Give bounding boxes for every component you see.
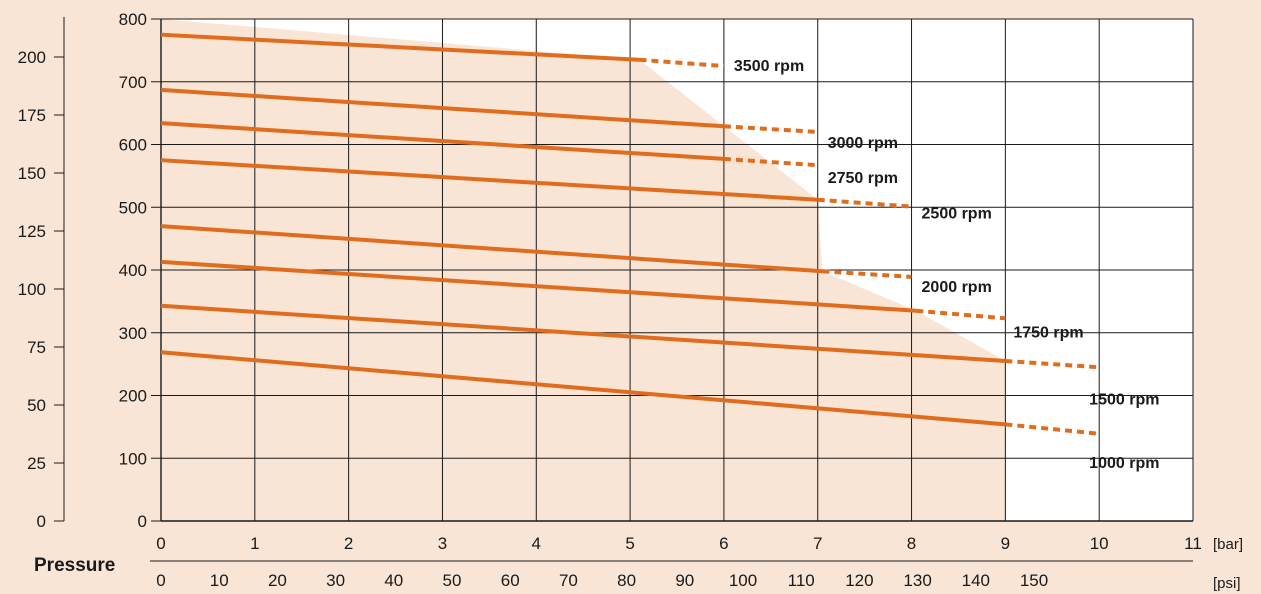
x-psi-tick-label: 110 [788,571,815,590]
y-axis-secondary: 0 25 50 75 100 125 150 175 200 [18,17,65,531]
curve-dashed-2500-rpm [817,197,912,209]
x-psi-tick-label: 150 [1020,571,1048,590]
curve-dashed-1750-rpm [916,308,1006,321]
y-tick-label: 0 [138,512,147,531]
x-psi-tick-label: 130 [903,571,931,590]
x-psi-tick-label: 60 [501,571,520,590]
curve-solid-1000-rpm [160,350,1006,427]
x-psi-tick-label: 50 [443,571,462,590]
y-axis-primary: 0 100 200 300 400 500 600 700 800 [119,10,161,531]
rpm-labels: 3500 rpm 3000 rpm 2750 rpm 2500 rpm 2000 rpm… [734,58,1160,472]
y-tick-label: 700 [119,73,147,92]
x-psi-tick-label: 30 [326,571,345,590]
y2-tick-label: 175 [18,106,46,125]
x-psi-tick-label: 90 [675,571,694,590]
x-psi-tick-label: 70 [559,571,578,590]
x-psi-tick-label: 40 [384,571,403,590]
curve-solid-3000-rpm [160,87,725,129]
x-bar-tick-label: 8 [907,534,916,553]
x-axis-title: Pressure [34,555,115,576]
x-unit-psi: [psi] [1213,575,1241,592]
x-bar-tick-label: 2 [344,534,353,553]
curve-dashed-1500-rpm [1005,358,1100,370]
x-psi-tick-label: 0 [156,571,165,590]
x-bar-tick-label: 6 [719,534,728,553]
y-tick-label: 400 [119,261,147,280]
y2-tick-label: 50 [27,396,46,415]
curve-dashed-1000-rpm [1005,422,1100,436]
series-label-3000-rpm: 3000 rpm [828,135,898,152]
x-bar-tick-label: 4 [532,534,541,553]
curve-solid-2750-rpm [160,121,725,161]
x-bar-tick-label: 10 [1090,534,1109,553]
y2-tick-label: 0 [37,512,46,531]
x-bar-tick-label: 9 [1001,534,1010,553]
y2-tick-label: 75 [27,338,46,357]
x-psi-tick-label: 140 [962,571,990,590]
curve-dashed-3000-rpm [723,124,818,134]
y-tick-label: 600 [119,136,147,155]
x-psi-tick-label: 80 [617,571,636,590]
y-tick-label: 500 [119,198,147,217]
x-psi-tick-label: 10 [210,571,229,590]
rpm-curves [160,32,1100,436]
curve-solid-1500-rpm [160,303,1006,363]
curve-dashed-2000-rpm [822,269,912,279]
series-label-2750-rpm: 2750 rpm [828,170,898,187]
curve-solid-1750-rpm [160,259,917,313]
curve-solid-3500-rpm [160,32,640,62]
y-tick-label: 100 [119,449,147,468]
x-bar-tick-label: 11 [1184,534,1202,553]
series-label-3500-rpm: 3500 rpm [734,58,804,75]
x-unit-bar: [bar] [1213,536,1243,553]
y2-tick-label: 125 [18,222,46,241]
curve-dashed-2750-rpm [723,156,818,168]
y-tick-label: 300 [119,324,147,343]
grid-lines [160,18,1194,522]
curve-solid-2500-rpm [160,158,818,202]
y-tick-label: 800 [119,10,147,29]
y2-tick-label: 25 [27,454,46,473]
y2-tick-label: 200 [18,48,46,67]
x-bar-tick-label: 7 [813,534,822,553]
y2-tick-label: 100 [18,280,46,299]
x-psi-tick-label: 20 [268,571,287,590]
series-label-1500-rpm: 1500 rpm [1089,391,1159,408]
curve-solid-2000-rpm [160,224,823,274]
x-bar-tick-label: 1 [250,534,259,553]
y2-tick-label: 150 [18,164,46,183]
x-psi-tick-label: 120 [845,571,873,590]
x-axis-psi: 0 10 20 30 40 50 60 70 80 90 100 110 120 130 140 150 [150,560,1193,590]
x-bar-tick-label: 0 [156,534,165,553]
x-axis-bar: 0 1 2 3 4 5 6 7 8 9 10 11 [156,534,1202,553]
series-label-1750-rpm: 1750 rpm [1013,324,1083,341]
curve-dashed-3500-rpm [639,57,725,69]
x-psi-tick-label: 100 [729,571,757,590]
x-bar-tick-label: 5 [625,534,634,553]
series-label-1000-rpm: 1000 rpm [1089,455,1159,472]
series-label-2500-rpm: 2500 rpm [922,206,992,223]
y-tick-label: 200 [119,387,147,406]
series-label-2000-rpm: 2000 rpm [922,279,992,296]
x-bar-tick-label: 3 [438,534,447,553]
